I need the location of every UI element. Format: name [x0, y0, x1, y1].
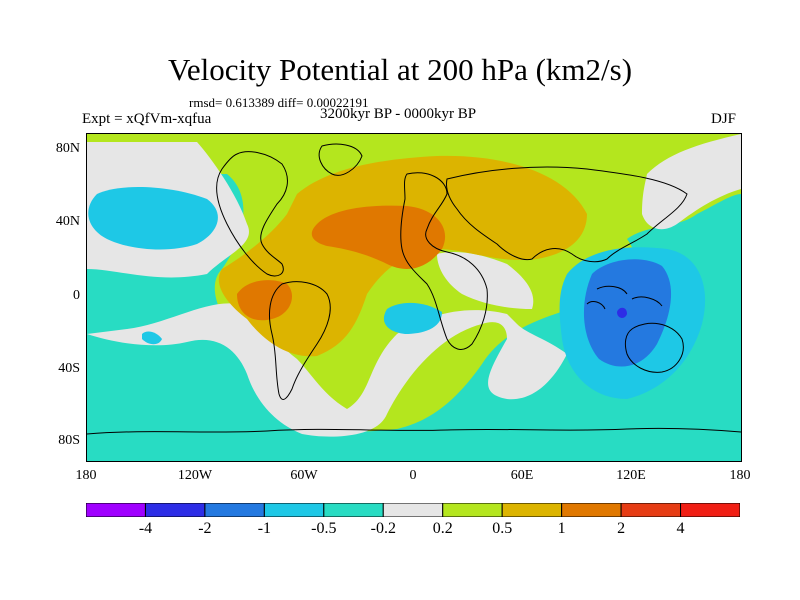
colorbar-label: 4	[676, 520, 685, 537]
colorbar-swatch	[442, 503, 503, 517]
season-label: DJF	[711, 111, 737, 127]
field-neutral-2	[87, 303, 567, 437]
colorbar-label: -2	[198, 520, 212, 537]
colorbar-swatch	[144, 503, 206, 517]
colorbar-label: 0.2	[432, 520, 453, 537]
colorbar-swatch	[86, 503, 146, 517]
colorbar-swatch	[561, 503, 622, 517]
y-tick-40n: 40N	[55, 214, 80, 229]
chart-title: Velocity Potential at 200 hPa (km2/s)	[167, 52, 633, 87]
colorbar-swatch	[680, 503, 740, 517]
field-neg-0.5-pacific	[88, 187, 218, 250]
field-pos-1-north	[311, 205, 446, 269]
colorbar-swatch	[263, 503, 325, 517]
colorbar-label: -4	[138, 520, 153, 537]
x-tick-0: 0	[409, 468, 417, 483]
experiment-label: Expt = xQfVm-xqfua	[82, 111, 212, 127]
field-neg-2-indo	[617, 307, 627, 318]
period-label: 3200kyr BP - 0000kyr BP	[320, 106, 477, 122]
colorbar-swatch	[501, 503, 563, 517]
field-pos-1-south	[237, 280, 292, 321]
x-tick-60e: 60E	[510, 468, 534, 483]
x-tick-60w: 60W	[290, 468, 318, 483]
colorbar-swatch	[204, 503, 265, 517]
y-tick-80n: 80N	[55, 141, 80, 156]
field-neg-0.2	[87, 174, 741, 461]
colorbar-label: -0.5	[311, 520, 337, 537]
x-tick-180w: 180	[75, 468, 97, 483]
field-neg-0.5-atlantic	[383, 302, 442, 334]
y-tick-80s: 80S	[58, 433, 80, 448]
colorbar-label: -0.2	[370, 520, 396, 537]
y-tick-40s: 40S	[58, 361, 80, 376]
colorbar-swatch	[620, 503, 682, 517]
colorbar-swatch	[382, 503, 444, 517]
colorbar-label: -1	[257, 520, 272, 537]
y-tick-0: 0	[73, 288, 80, 303]
colorbar-label: 1	[557, 520, 566, 537]
colorbar-swatch	[323, 503, 384, 517]
colorbar	[86, 503, 740, 517]
field-neg-0.5-spacific	[142, 331, 162, 345]
velocity-potential-map	[86, 133, 742, 462]
x-tick-180e: 180	[729, 468, 751, 483]
field-neutral-4	[437, 252, 534, 309]
field-neutral-3	[642, 134, 741, 230]
x-tick-120e: 120E	[616, 468, 646, 483]
coastlines	[87, 143, 741, 435]
colorbar-label: 2	[617, 520, 626, 537]
x-tick-120w: 120W	[177, 468, 213, 483]
stats-label: rmsd= 0.613389 diff= 0.00022191	[189, 95, 369, 110]
colorbar-label: 0.5	[492, 520, 513, 537]
